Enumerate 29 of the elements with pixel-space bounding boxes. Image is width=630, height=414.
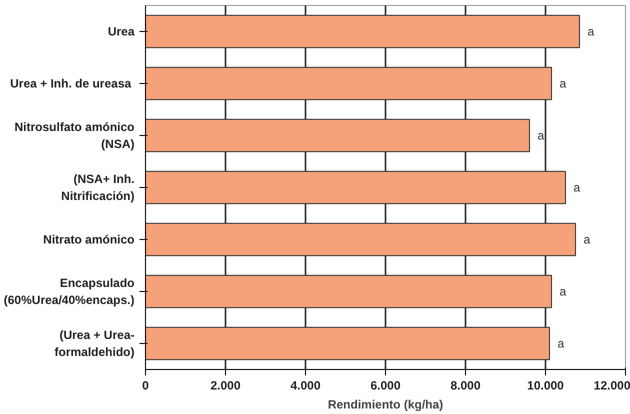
data-label: a	[560, 284, 566, 298]
y-tick-label: (Urea + Urea-formaldehido)	[54, 328, 135, 359]
x-tick-label: 2.000	[210, 378, 241, 392]
bar	[146, 14, 580, 48]
data-label: a	[538, 128, 544, 142]
data-label: a	[584, 232, 590, 246]
bar	[146, 222, 576, 256]
x-tick-label: 8.000	[450, 378, 481, 392]
data-label: a	[588, 24, 594, 38]
bar	[146, 118, 530, 152]
data-label: a	[560, 76, 566, 90]
x-axis-title: Rendimiento (kg/ha)	[328, 398, 444, 412]
x-tick-label: 6.000	[370, 378, 401, 392]
bar	[146, 66, 552, 100]
y-tick-label: (NSA+ Inh. Nitrificación)	[61, 172, 135, 203]
y-tick-label: Urea	[108, 24, 135, 38]
x-tick-label: 0	[142, 378, 150, 392]
bar	[146, 274, 552, 308]
y-tick-label: Urea + Inh. de ureasa	[10, 76, 132, 90]
x-tick-label: 4.000	[290, 378, 321, 392]
bar	[146, 170, 566, 204]
data-label: a	[574, 180, 580, 194]
x-tick-label: 10.000	[527, 378, 564, 392]
bar	[146, 326, 550, 360]
data-label: a	[558, 336, 564, 350]
y-tick-label: Encapsulado (60%Urea/40%encaps.)	[4, 276, 135, 307]
y-tick-label: Nitrato amónico	[43, 232, 134, 246]
y-tick-label: Nitrosulfato amónico (NSA)	[14, 120, 135, 151]
x-tick-label: 12.000	[594, 378, 630, 392]
